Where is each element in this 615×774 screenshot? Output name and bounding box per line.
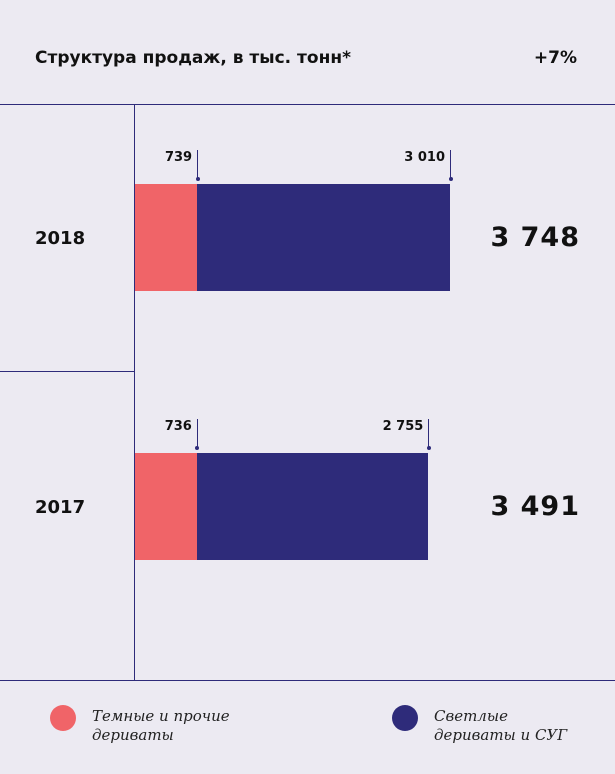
legend-swatch xyxy=(392,705,418,731)
bar-segment xyxy=(135,453,197,560)
total-label: 3 748 xyxy=(490,222,580,253)
axis-line xyxy=(134,104,135,680)
category-label: 2017 xyxy=(35,497,86,518)
value-label: 2 755 xyxy=(382,419,424,434)
bar-segment xyxy=(196,453,429,560)
bar-segment xyxy=(135,184,198,291)
legend-label: Светлые дериваты и СУГ xyxy=(434,707,568,744)
legend-label: Темные и прочие дериваты xyxy=(92,707,230,744)
value-label: 739 xyxy=(164,150,193,165)
divider xyxy=(0,680,615,681)
value-label: 3 010 xyxy=(404,150,445,165)
leader-dot xyxy=(448,177,453,181)
leader-line xyxy=(197,150,199,178)
leader-line xyxy=(450,150,451,178)
leader-dot xyxy=(195,177,200,181)
total-label: 3 491 xyxy=(490,491,580,522)
value-label: 736 xyxy=(164,419,192,434)
leader-line xyxy=(428,419,430,447)
leader-line xyxy=(196,419,198,447)
annotation: +7% xyxy=(533,48,577,68)
chart-title: Структура продаж, в тыс. тонн* xyxy=(35,48,351,68)
leader-dot xyxy=(195,446,200,450)
bar-segment xyxy=(197,184,450,291)
leader-dot xyxy=(426,446,431,450)
category-label: 2018 xyxy=(35,228,86,249)
divider xyxy=(0,104,615,105)
divider xyxy=(0,371,134,372)
legend-swatch xyxy=(50,705,76,731)
